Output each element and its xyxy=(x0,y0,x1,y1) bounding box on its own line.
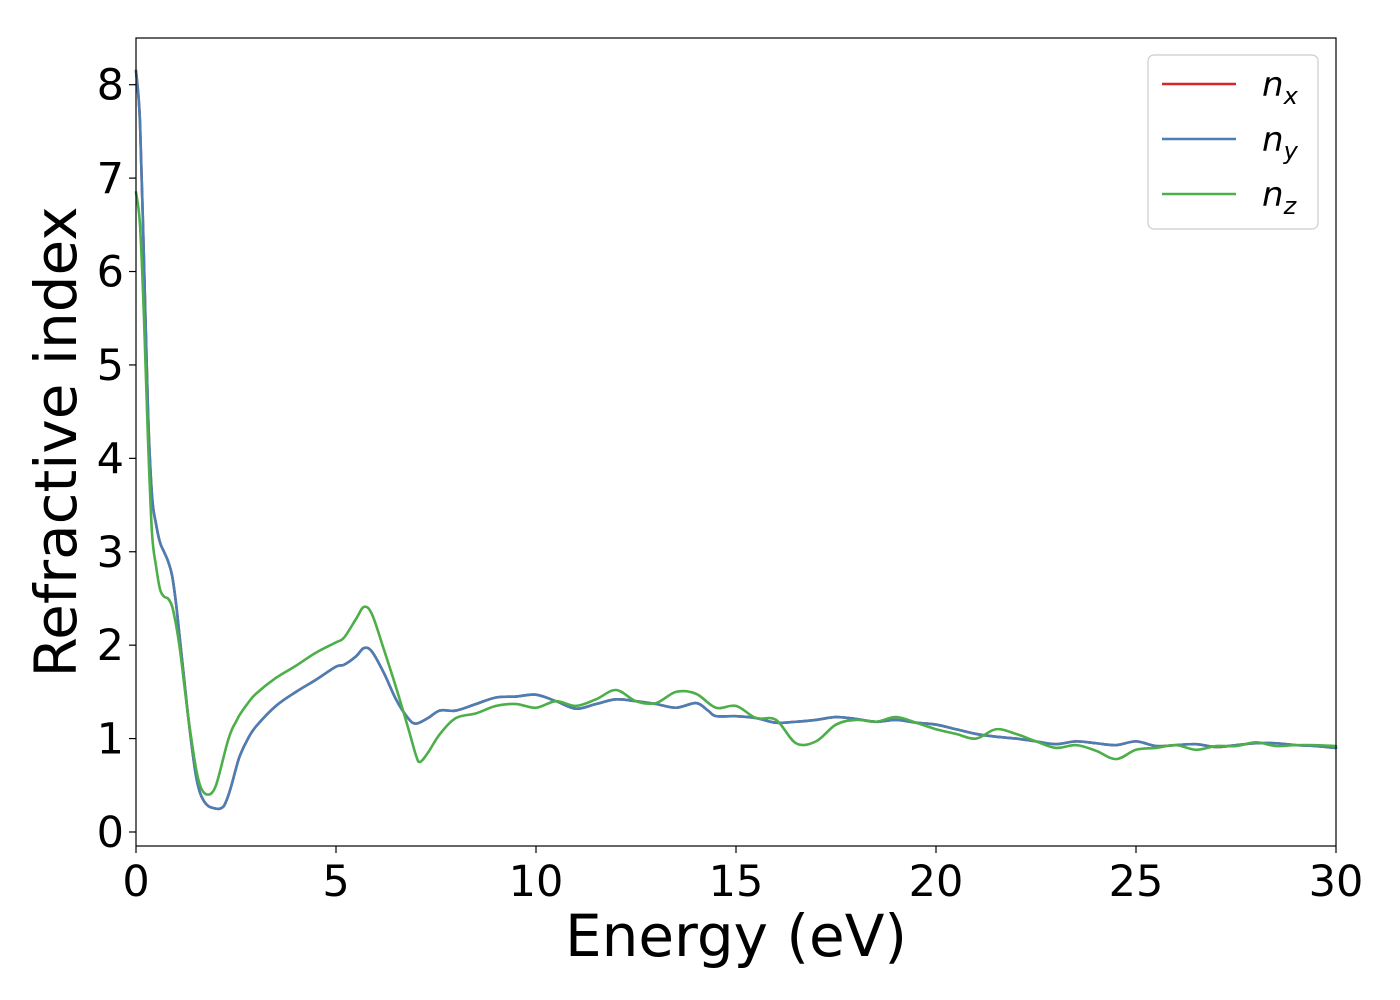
series-layer xyxy=(134,69,1338,811)
legend-label-subscript: x xyxy=(1283,82,1299,110)
y-axis-ticks: 0 1 2 3 4 5 6 7 8 xyxy=(97,61,136,858)
legend-label: nz xyxy=(1262,175,1298,220)
x-tick-label: 0 xyxy=(122,857,149,907)
y-tick-label: 1 xyxy=(97,715,124,765)
y-tick-label: 0 xyxy=(97,808,124,858)
x-tick-label: 30 xyxy=(1309,857,1364,907)
legend-label: nx xyxy=(1262,65,1299,110)
legend-label-subscript: y xyxy=(1283,137,1299,165)
legend-label-main: n xyxy=(1262,65,1284,105)
legend-label-subscript: z xyxy=(1283,192,1298,220)
x-tick-label: 15 xyxy=(709,857,764,907)
legend-box xyxy=(1147,54,1319,230)
x-axis-ticks: 0 5 10 15 20 25 30 xyxy=(122,846,1363,907)
series-line-nz xyxy=(134,190,1338,796)
x-tick-label: 20 xyxy=(909,857,964,907)
x-tick-label: 25 xyxy=(1109,857,1164,907)
y-tick-label: 8 xyxy=(97,61,124,111)
y-tick-label: 3 xyxy=(97,528,124,578)
legend-label: ny xyxy=(1262,120,1299,165)
y-tick-label: 4 xyxy=(97,434,124,484)
x-tick-label: 5 xyxy=(322,857,349,907)
y-tick-label: 7 xyxy=(97,154,124,204)
y-axis-label: Refractive index xyxy=(22,206,90,677)
legend-label-main: n xyxy=(1262,175,1284,215)
y-tick-label: 5 xyxy=(97,341,124,391)
legend-label-main: n xyxy=(1262,120,1284,160)
y-tick-label: 2 xyxy=(97,621,124,671)
y-tick-label: 6 xyxy=(97,248,124,298)
x-axis-label: Energy (eV) xyxy=(565,902,907,970)
x-tick-label: 10 xyxy=(509,857,564,907)
